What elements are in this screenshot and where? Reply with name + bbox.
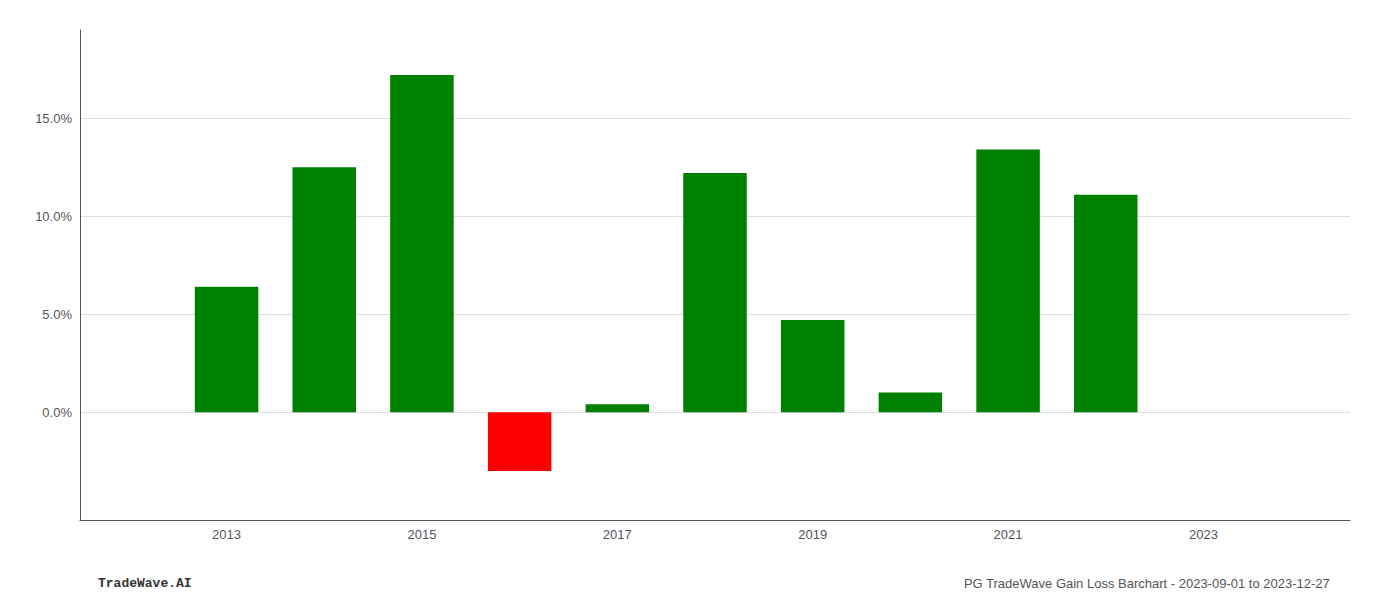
svg-text:2015: 2015 — [407, 527, 436, 542]
svg-text:5.0%: 5.0% — [42, 307, 72, 322]
svg-text:2021: 2021 — [994, 527, 1023, 542]
svg-text:TradeWave.AI: TradeWave.AI — [98, 576, 192, 591]
svg-text:2019: 2019 — [798, 527, 827, 542]
svg-text:15.0%: 15.0% — [35, 111, 72, 126]
svg-text:10.0%: 10.0% — [35, 209, 72, 224]
svg-text:2023: 2023 — [1189, 527, 1218, 542]
svg-text:2013: 2013 — [212, 527, 241, 542]
svg-text:2017: 2017 — [603, 527, 632, 542]
svg-text:0.0%: 0.0% — [42, 405, 72, 420]
svg-text:PG TradeWave Gain Loss Barchar: PG TradeWave Gain Loss Barchart - 2023-0… — [964, 576, 1330, 591]
